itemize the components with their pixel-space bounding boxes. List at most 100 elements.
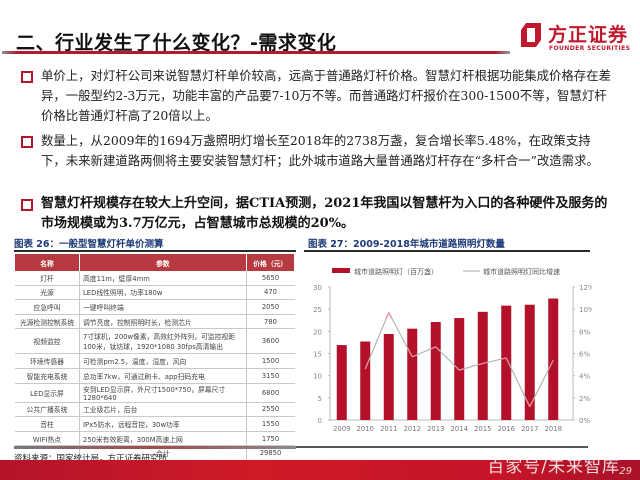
cell-param: 可检测pm2.5，温度，湿度，风向 xyxy=(79,353,247,369)
logo-text-en: FOUNDER SECURITIES xyxy=(549,45,631,52)
cell-price: 3600 xyxy=(246,328,295,355)
right-axis-tick: 12% xyxy=(579,284,592,292)
cell-name: 视频监控 xyxy=(15,328,80,355)
cell-param: 安到LED显示屏，外尺寸1500*750，屏幕尺寸1280*640 xyxy=(79,383,247,403)
logo-text-cn: 方正证券 xyxy=(548,24,629,46)
bullet-price: 单价上，对灯杆公司来说智慧灯杆单价较高，远高于普通路灯杆价格。智慧灯杆根据功能集… xyxy=(21,66,611,126)
x-axis-tick: 2013 xyxy=(427,425,444,433)
cell-price: 1550 xyxy=(246,416,295,432)
cell-price: 2050 xyxy=(246,299,295,315)
growth-line-segment xyxy=(435,346,460,371)
figure-26-caption: 图表 26：一般型智慧灯杆单价测算 xyxy=(14,239,164,250)
x-axis-tick: 2015 xyxy=(474,425,491,433)
cell-price: 6800 xyxy=(246,383,295,403)
title-divider xyxy=(2,51,510,54)
cell-param: 250米有效距离，300M高速上网 xyxy=(79,431,247,447)
cell-name: 公共广播系统 xyxy=(15,402,80,418)
chart-plot-area: 0 5 10 15 20 25 30 0% 2% 4% 6% 8% 10% 12% 2009 2010 2011… xyxy=(313,284,592,433)
bar-2012 xyxy=(407,328,418,420)
table-row: WIFI热点 250米有效距离，300M高速上网 1750 xyxy=(15,431,295,447)
left-axis-tick: 10 xyxy=(313,373,322,381)
cell-price: 1750 xyxy=(246,431,295,447)
right-axis-tick: 6% xyxy=(579,351,590,359)
cell-param: IPx5防水，远程音控，30w功率 xyxy=(79,416,247,432)
cell-name: 光源检测控制系统 xyxy=(15,314,80,330)
total-label: 合计 xyxy=(79,445,247,461)
square-bullet-icon xyxy=(21,199,33,211)
bar-2015 xyxy=(477,311,488,420)
left-axis-tick: 20 xyxy=(313,328,322,336)
left-axis-tick: 25 xyxy=(313,306,322,314)
cell-param: 工业级芯片，后台 xyxy=(79,402,247,418)
growth-line-segment xyxy=(412,346,436,358)
page-number: 29 xyxy=(619,466,632,477)
left-axis-tick: 5 xyxy=(318,395,322,403)
table-row: 灯杆 高度11m，壁厚4mm 5650 xyxy=(15,271,295,286)
bar-2017 xyxy=(524,304,535,420)
page-title: 二、行业发生了什么变化？-需求变化 xyxy=(16,32,337,54)
growth-line-segment xyxy=(505,357,531,407)
x-axis-tick: 2010 xyxy=(357,425,374,433)
table-header-row: 名称 参数 价格（元） xyxy=(15,254,295,271)
growth-line-segment xyxy=(364,312,390,370)
table-row: 智能充电系统 总功率7kw，可通过刷卡、app扫码充电 3150 xyxy=(15,368,295,384)
left-axis-tick: 0 xyxy=(318,417,322,425)
cell-price: 3150 xyxy=(246,368,295,384)
cell-name: 灯杆 xyxy=(15,271,80,286)
x-axis-tick: 2011 xyxy=(380,425,397,433)
table-row: LED显示屏 安到LED显示屏，外尺寸1500*750，屏幕尺寸1280*640 6… xyxy=(15,383,295,403)
square-bullet-icon xyxy=(21,136,33,148)
cell-name: LED显示屏 xyxy=(15,383,80,403)
cell-name: 环境传感器 xyxy=(15,353,80,369)
legend-bar-label: 城市道路照明灯（百万盏） xyxy=(354,267,438,276)
cell-name: WIFI热点 xyxy=(15,431,80,447)
cell-name: 智能充电系统 xyxy=(15,368,80,384)
founder-logo-icon xyxy=(521,23,541,47)
right-axis-tick: 4% xyxy=(579,373,590,381)
bullet-text: 数量上，从2009年的1694万盏照明灯增长至2018年的2738万盏，复合增长… xyxy=(41,133,599,168)
left-axis-tick: 15 xyxy=(313,351,322,359)
table-row: 应急呼叫 一键呼叫终端 2050 xyxy=(15,299,295,315)
figure-26-rule xyxy=(14,250,296,252)
bullet-text: 智慧灯杆规模存在较大上升空间，据CTIA预测，2021年我国以智慧杆为入口的各种… xyxy=(41,196,608,231)
cell-name: 音柱 xyxy=(15,416,80,432)
watermark: 百家号/未来智库 xyxy=(487,457,620,477)
source-note: 资料来源：国家统计局，方正证券研究所 xyxy=(14,454,168,464)
footer-band xyxy=(0,460,640,480)
street-lamp-chart: 城市道路照明灯（百万盏） 城市道路照明灯同比增速 0 5 10 15 20 25 30 0% 2… xyxy=(313,267,592,433)
table-total-row: 合计 29850 xyxy=(15,445,295,461)
cell-param: 7寸球机，200w像素，高效红外阵列，可监控视距100米，钛坊球，1920*10… xyxy=(79,328,247,355)
square-bullet-icon xyxy=(21,71,33,83)
right-axis-tick: 8% xyxy=(579,328,590,336)
legend-line-label: 城市道路照明灯同比增速 xyxy=(483,267,560,276)
growth-line-segment xyxy=(482,357,507,365)
left-axis-tick: 30 xyxy=(313,284,322,292)
x-axis-tick: 2012 xyxy=(404,425,421,433)
cell-param: 一键呼叫终端 xyxy=(79,299,247,315)
col-header-name: 名称 xyxy=(15,254,80,271)
cell-price: 780 xyxy=(246,314,295,330)
brand-logo: 方正证券 FOUNDER SECURITIES xyxy=(520,20,638,56)
cell-price: 2550 xyxy=(246,402,295,418)
cell-price: 5650 xyxy=(246,271,295,286)
right-axis-tick: 0% xyxy=(579,417,590,425)
growth-line-segment xyxy=(529,359,554,407)
table-row: 视频监控 7寸球机，200w像素，高效红外阵列，可监控视距100米，钛坊球，192… xyxy=(15,328,295,355)
table-bottom-rule xyxy=(14,446,296,449)
x-axis-tick: 2014 xyxy=(451,425,468,433)
cell-price: 470 xyxy=(246,285,295,301)
cell-name: 光源 xyxy=(15,285,80,301)
bullet-text: 单价上，对灯杆公司来说智慧灯杆单价较高，远高于普通路灯杆价格。智慧灯杆根据功能集… xyxy=(41,68,611,123)
cell-param: 高度11m，壁厚4mm xyxy=(79,271,247,286)
growth-line-segment xyxy=(459,362,483,371)
cell-param: 调节亮度，控制照明时长，检测芯片 xyxy=(79,314,247,330)
chart-legend: 城市道路照明灯（百万盏） 城市道路照明灯同比增速 xyxy=(332,267,560,276)
total-value: 29850 xyxy=(246,445,295,461)
col-header-param: 参数 xyxy=(79,254,247,271)
table-row: 环境传感器 可检测pm2.5，温度，湿度，风向 1500 xyxy=(15,353,295,369)
bar-2016 xyxy=(501,305,512,420)
table-row: 光源检测控制系统 调节亮度，控制照明时长，检测芯片 780 xyxy=(15,314,295,330)
table-row: 光源 LED线性照明，功率180w 470 xyxy=(15,285,295,301)
table-row: 公共广播系统 工业级芯片，后台 2550 xyxy=(15,402,295,418)
cell-price: 1500 xyxy=(246,353,295,369)
